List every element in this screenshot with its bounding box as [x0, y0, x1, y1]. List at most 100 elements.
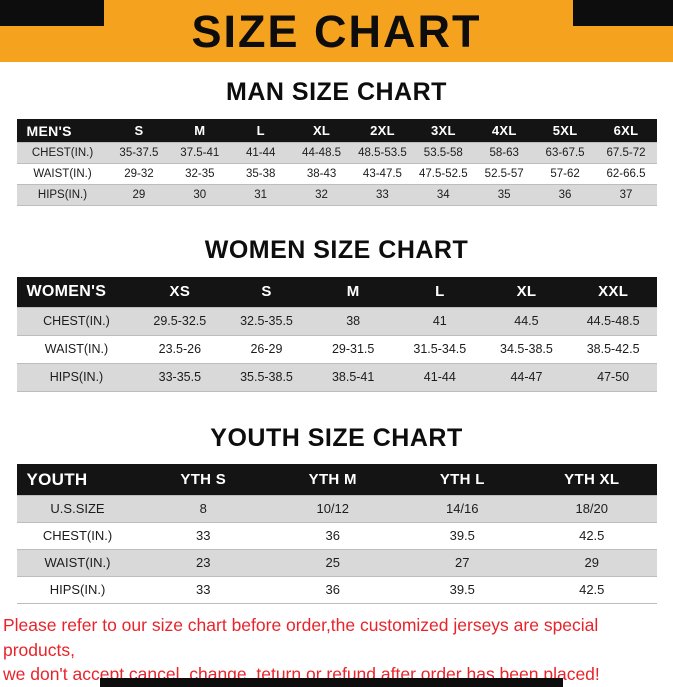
size-value: 32 [291, 184, 352, 207]
table-row: WAIST(IN.) 23.5-26 26-29 29-31.5 31.5-34.5 34… [16, 334, 657, 363]
size-value: 31.5-34.5 [396, 334, 484, 363]
size-value: 36 [534, 184, 596, 207]
size-column-header: XS [136, 277, 224, 307]
row-label: CHEST(IN.) [16, 521, 139, 550]
size-value: 44-48.5 [291, 142, 352, 164]
table-corner-label: YOUTH [16, 464, 139, 496]
disclaimer-line-1: Please refer to our size chart before or… [3, 614, 599, 660]
size-column-header: S [108, 118, 170, 143]
table-corner-label: MEN'S [16, 118, 109, 143]
size-column-header: YTH XL [527, 464, 657, 496]
size-value: 53.5-58 [412, 142, 474, 164]
youth-section-heading: YOUTH SIZE CHART [210, 423, 463, 452]
man-section-heading: MAN SIZE CHART [226, 78, 447, 106]
size-value: 35-37.5 [108, 142, 170, 164]
page-title: SIZE CHART [191, 5, 482, 57]
banner: SIZE CHART [0, 0, 673, 62]
size-value: 67.5-72 [595, 142, 657, 164]
row-label: HIPS(IN.) [16, 575, 139, 604]
size-value: 62-66.5 [595, 163, 657, 185]
size-value: 44-47 [483, 362, 570, 392]
size-value: 27 [397, 548, 527, 577]
row-label: CHEST(IN.) [16, 142, 109, 164]
table-row: HIPS(IN.) 29 30 31 32 33 34 35 36 37 [16, 184, 657, 207]
man-size-chart-section: MAN SIZE CHART MEN'S S M L XL 2XL 3XL 4XL 5XL 6XL… [0, 78, 673, 207]
size-value: 38 [309, 306, 397, 335]
size-column-header: YTH S [138, 464, 268, 496]
size-value: 44.5-48.5 [569, 306, 657, 335]
size-column-header: YTH L [397, 464, 527, 496]
size-column-header: 3XL [412, 118, 474, 143]
size-value: 38-43 [291, 163, 352, 185]
size-value: 30 [169, 184, 231, 207]
size-value: 10/12 [268, 494, 398, 523]
size-column-header: M [169, 118, 231, 143]
youth-size-table: YOUTH YTH S YTH M YTH L YTH XL U.S.SIZE 8 10/12… [16, 464, 657, 604]
size-value: 25 [268, 548, 398, 577]
table-header-row: WOMEN'S XS S M L XL XXL [16, 277, 657, 307]
size-value: 37.5-41 [169, 142, 231, 164]
size-value: 35 [473, 184, 535, 207]
size-value: 42.5 [527, 521, 657, 550]
size-value: 35.5-38.5 [223, 362, 310, 392]
size-value: 44.5 [483, 306, 570, 335]
row-label: U.S.SIZE [16, 494, 139, 523]
size-value: 43-47.5 [352, 163, 413, 185]
table-row: CHEST(IN.) 35-37.5 37.5-41 41-44 44-48.5 48.5… [16, 142, 657, 164]
size-value: 29-31.5 [309, 334, 397, 363]
size-column-header: M [309, 277, 397, 307]
size-column-header: XL [291, 118, 352, 143]
size-column-header: 2XL [352, 118, 413, 143]
row-label: CHEST(IN.) [16, 306, 137, 335]
table-row: U.S.SIZE 8 10/12 14/16 18/20 [16, 494, 657, 523]
size-column-header: YTH M [268, 464, 398, 496]
size-value: 33 [138, 521, 268, 550]
table-corner-label: WOMEN'S [16, 277, 137, 307]
size-value: 33 [138, 575, 268, 604]
size-value: 63-67.5 [534, 142, 596, 164]
row-label: WAIST(IN.) [16, 548, 139, 577]
women-size-chart-section: WOMEN SIZE CHART WOMEN'S XS S M L XL XXL CHEST(… [0, 236, 673, 392]
size-column-header: L [230, 118, 292, 143]
size-column-header: 5XL [534, 118, 596, 143]
row-label: HIPS(IN.) [16, 184, 109, 207]
size-column-header: XL [483, 277, 570, 307]
size-value: 47.5-52.5 [412, 163, 474, 185]
size-value: 36 [268, 521, 398, 550]
size-value: 29 [527, 548, 657, 577]
table-row: WAIST(IN.) 29-32 32-35 35-38 38-43 43-47.5 47.… [16, 163, 657, 185]
row-label: HIPS(IN.) [16, 362, 137, 392]
top-left-black-bar [0, 0, 104, 26]
table-header-row: YOUTH YTH S YTH M YTH L YTH XL [16, 464, 657, 496]
row-label: WAIST(IN.) [16, 334, 137, 363]
size-value: 38.5-42.5 [569, 334, 657, 363]
bottom-black-bar [100, 678, 563, 687]
size-value: 29.5-32.5 [136, 306, 224, 335]
size-value: 58-63 [473, 142, 535, 164]
size-value: 29-32 [108, 163, 170, 185]
table-row: HIPS(IN.) 33-35.5 35.5-38.5 38.5-41 41-44 44-… [16, 362, 657, 392]
table-row: CHEST(IN.) 33 36 39.5 42.5 [16, 521, 657, 550]
size-value: 8 [138, 494, 268, 523]
youth-size-chart-section: YOUTH SIZE CHART YOUTH YTH S YTH M YTH L YTH… [0, 424, 673, 604]
size-value: 23 [138, 548, 268, 577]
size-value: 14/16 [397, 494, 527, 523]
size-value: 48.5-53.5 [352, 142, 413, 164]
size-value: 41-44 [396, 362, 484, 392]
size-column-header: L [396, 277, 484, 307]
size-value: 41 [396, 306, 484, 335]
size-column-header: 6XL [595, 118, 657, 143]
size-value: 42.5 [527, 575, 657, 604]
women-size-table: WOMEN'S XS S M L XL XXL CHEST(IN.) 29.5-32.5 32.5… [16, 277, 657, 392]
size-value: 37 [595, 184, 657, 207]
size-value: 34 [412, 184, 474, 207]
table-row: HIPS(IN.) 33 36 39.5 42.5 [16, 575, 657, 604]
size-column-header: S [223, 277, 310, 307]
size-value: 38.5-41 [309, 362, 397, 392]
row-label: WAIST(IN.) [16, 163, 109, 185]
size-value: 35-38 [230, 163, 292, 185]
size-value: 18/20 [527, 494, 657, 523]
men-size-table: MEN'S S M L XL 2XL 3XL 4XL 5XL 6XL CHEST(IN.) 35-37… [16, 118, 657, 207]
size-value: 36 [268, 575, 398, 604]
